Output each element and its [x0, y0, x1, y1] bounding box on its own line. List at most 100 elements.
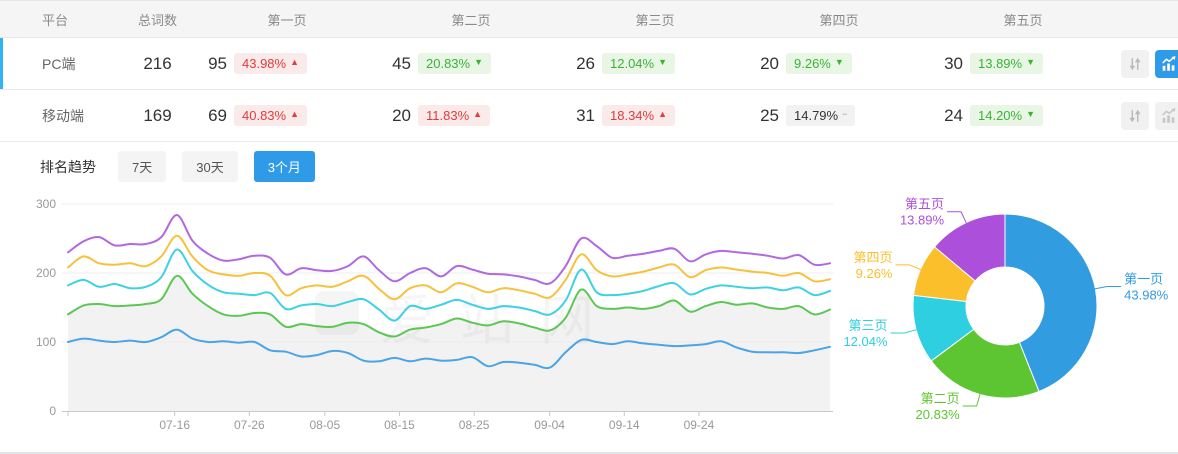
page3-group: 31 18.34% ▲	[563, 105, 747, 126]
slice-label: 第三页	[849, 318, 888, 333]
page-count: 45	[392, 53, 411, 73]
header-page5: 第五页	[1003, 12, 1043, 28]
svg-text:300: 300	[36, 197, 56, 211]
trend-line-第二页累计	[67, 274, 831, 338]
change-badge: 40.83% ▲	[234, 105, 308, 126]
change-badge: 12.04% ▼	[602, 53, 676, 74]
slice-label: 第一页	[1124, 271, 1163, 286]
sort-arrows-icon	[1129, 57, 1141, 70]
page1-group: 69 40.83% ▲	[195, 105, 379, 126]
page-count: 24	[944, 105, 963, 125]
svg-text:07-26: 07-26	[234, 418, 265, 432]
tab-7days[interactable]: 7天	[118, 151, 167, 182]
page2-group: 20 11.83% ▲	[379, 105, 563, 126]
trend-chart-icon	[1162, 55, 1176, 71]
svg-text:08-15: 08-15	[384, 418, 415, 432]
table-header: 平台 总词数 第一页 第二页 第三页 第四页 第五页	[0, 1, 1178, 38]
charts-area: 爱站网 07-16 07-26 08-05 08-15 08-25 09-04 09-14 09…	[0, 191, 1178, 454]
trend-arrow-icon: ▼	[1026, 57, 1036, 67]
slice-percent: 20.83%	[916, 407, 961, 422]
page-count: 26	[576, 53, 595, 73]
page-count: 69	[208, 105, 227, 125]
page-count: 31	[576, 105, 595, 125]
slice-label: 第四页	[853, 250, 892, 265]
svg-text:08-25: 08-25	[459, 418, 490, 432]
sort-button[interactable]	[1121, 101, 1149, 130]
table-row-mobile[interactable]: 移动端 169 69 40.83% ▲ 20 11.83% ▲ 31 18.34% ▲…	[0, 90, 1178, 142]
total-words-value: 216	[143, 53, 172, 73]
page-count: 20	[760, 53, 779, 73]
page3-group: 26 12.04% ▼	[563, 53, 747, 74]
page-count: 25	[760, 105, 779, 125]
page4-group: 25 14.79% −	[747, 105, 931, 126]
svg-text:09-14: 09-14	[609, 418, 640, 432]
donut-slice-第二页	[930, 328, 1040, 399]
slice-percent: 9.26%	[856, 266, 893, 281]
trend-line-第三页累计	[67, 248, 831, 322]
total-words-value: 169	[143, 105, 172, 125]
slice-percent: 13.89%	[900, 213, 945, 228]
table-row-pc[interactable]: PC端 216 95 43.98% ▲ 45 20.83% ▼ 26 12.04% ▼…	[0, 38, 1178, 90]
tab-30days[interactable]: 30天	[182, 151, 238, 182]
change-badge: 13.89% ▼	[970, 53, 1044, 74]
change-badge: 20.83% ▼	[418, 53, 492, 74]
donut-slice-第一页	[1004, 213, 1098, 393]
change-badge: 9.26% ▼	[786, 53, 852, 74]
trend-section-title: 排名趋势	[40, 158, 96, 175]
header-total-words: 总词数	[137, 12, 177, 28]
change-badge: 18.34% ▲	[602, 105, 676, 126]
trend-line-第五页累计	[67, 214, 831, 285]
svg-text:08-05: 08-05	[309, 418, 340, 432]
platform-name: 移动端	[42, 107, 84, 124]
sort-button[interactable]	[1121, 49, 1149, 78]
trend-tabbar: 排名趋势 7天 30天 3个月	[0, 142, 1178, 191]
platform-name: PC端	[42, 55, 76, 72]
page-count: 30	[944, 53, 963, 73]
donut-slice-第五页	[933, 213, 1006, 282]
page1-group: 95 43.98% ▲	[195, 53, 379, 74]
trend-arrow-icon: ▼	[834, 57, 844, 67]
page5-group: 24 14.20% ▼	[931, 105, 1115, 126]
change-badge: 14.20% ▼	[970, 105, 1044, 126]
trend-arrow-icon: ▼	[1026, 109, 1036, 119]
svg-text:0: 0	[49, 404, 56, 418]
svg-text:100: 100	[36, 335, 56, 349]
sort-arrows-icon	[1129, 109, 1141, 122]
header-platform: 平台	[42, 12, 69, 28]
watermark: 爱站网	[315, 291, 620, 351]
header-page4: 第四页	[819, 12, 859, 28]
svg-text:爱站网: 爱站网	[380, 291, 620, 351]
trend-arrow-icon: ▲	[658, 109, 668, 119]
header-page1: 第一页	[267, 12, 307, 28]
chart-toggle-button[interactable]	[1155, 49, 1178, 78]
svg-text:09-04: 09-04	[534, 418, 565, 432]
chart-toggle-button[interactable]	[1155, 101, 1178, 130]
svg-text:09-24: 09-24	[684, 418, 715, 432]
rank-trend-line-chart[interactable]: 爱站网 07-16 07-26 08-05 08-15 08-25 09-04 09-14 09…	[0, 191, 833, 454]
trend-arrow-icon: ▲	[290, 57, 300, 67]
trend-arrow-icon: ▼	[658, 57, 668, 67]
change-badge: 43.98% ▲	[234, 53, 308, 74]
page5-group: 30 13.89% ▼	[931, 53, 1115, 74]
page2-group: 45 20.83% ▼	[379, 53, 563, 74]
trend-arrow-icon: ▼	[474, 57, 484, 67]
trend-arrow-icon: ▲	[290, 109, 300, 119]
svg-text:200: 200	[36, 266, 56, 280]
selected-row-accent	[0, 38, 3, 89]
change-badge: 14.79% −	[786, 105, 856, 126]
trend-arrow-icon: ▲	[473, 109, 483, 119]
slice-percent: 12.04%	[843, 334, 888, 349]
tab-3months[interactable]: 3个月	[253, 151, 315, 182]
header-page3: 第三页	[635, 12, 675, 28]
trend-line-第四页累计	[67, 234, 831, 301]
slice-percent: 43.98%	[1124, 287, 1169, 302]
trend-chart-icon	[1162, 107, 1176, 123]
slice-label: 第二页	[921, 391, 960, 406]
page-count: 95	[208, 53, 227, 73]
change-badge: 11.83% ▲	[418, 105, 491, 126]
svg-text:07-16: 07-16	[159, 418, 190, 432]
header-page2: 第二页	[451, 12, 491, 28]
trend-arrow-icon: −	[842, 109, 848, 119]
